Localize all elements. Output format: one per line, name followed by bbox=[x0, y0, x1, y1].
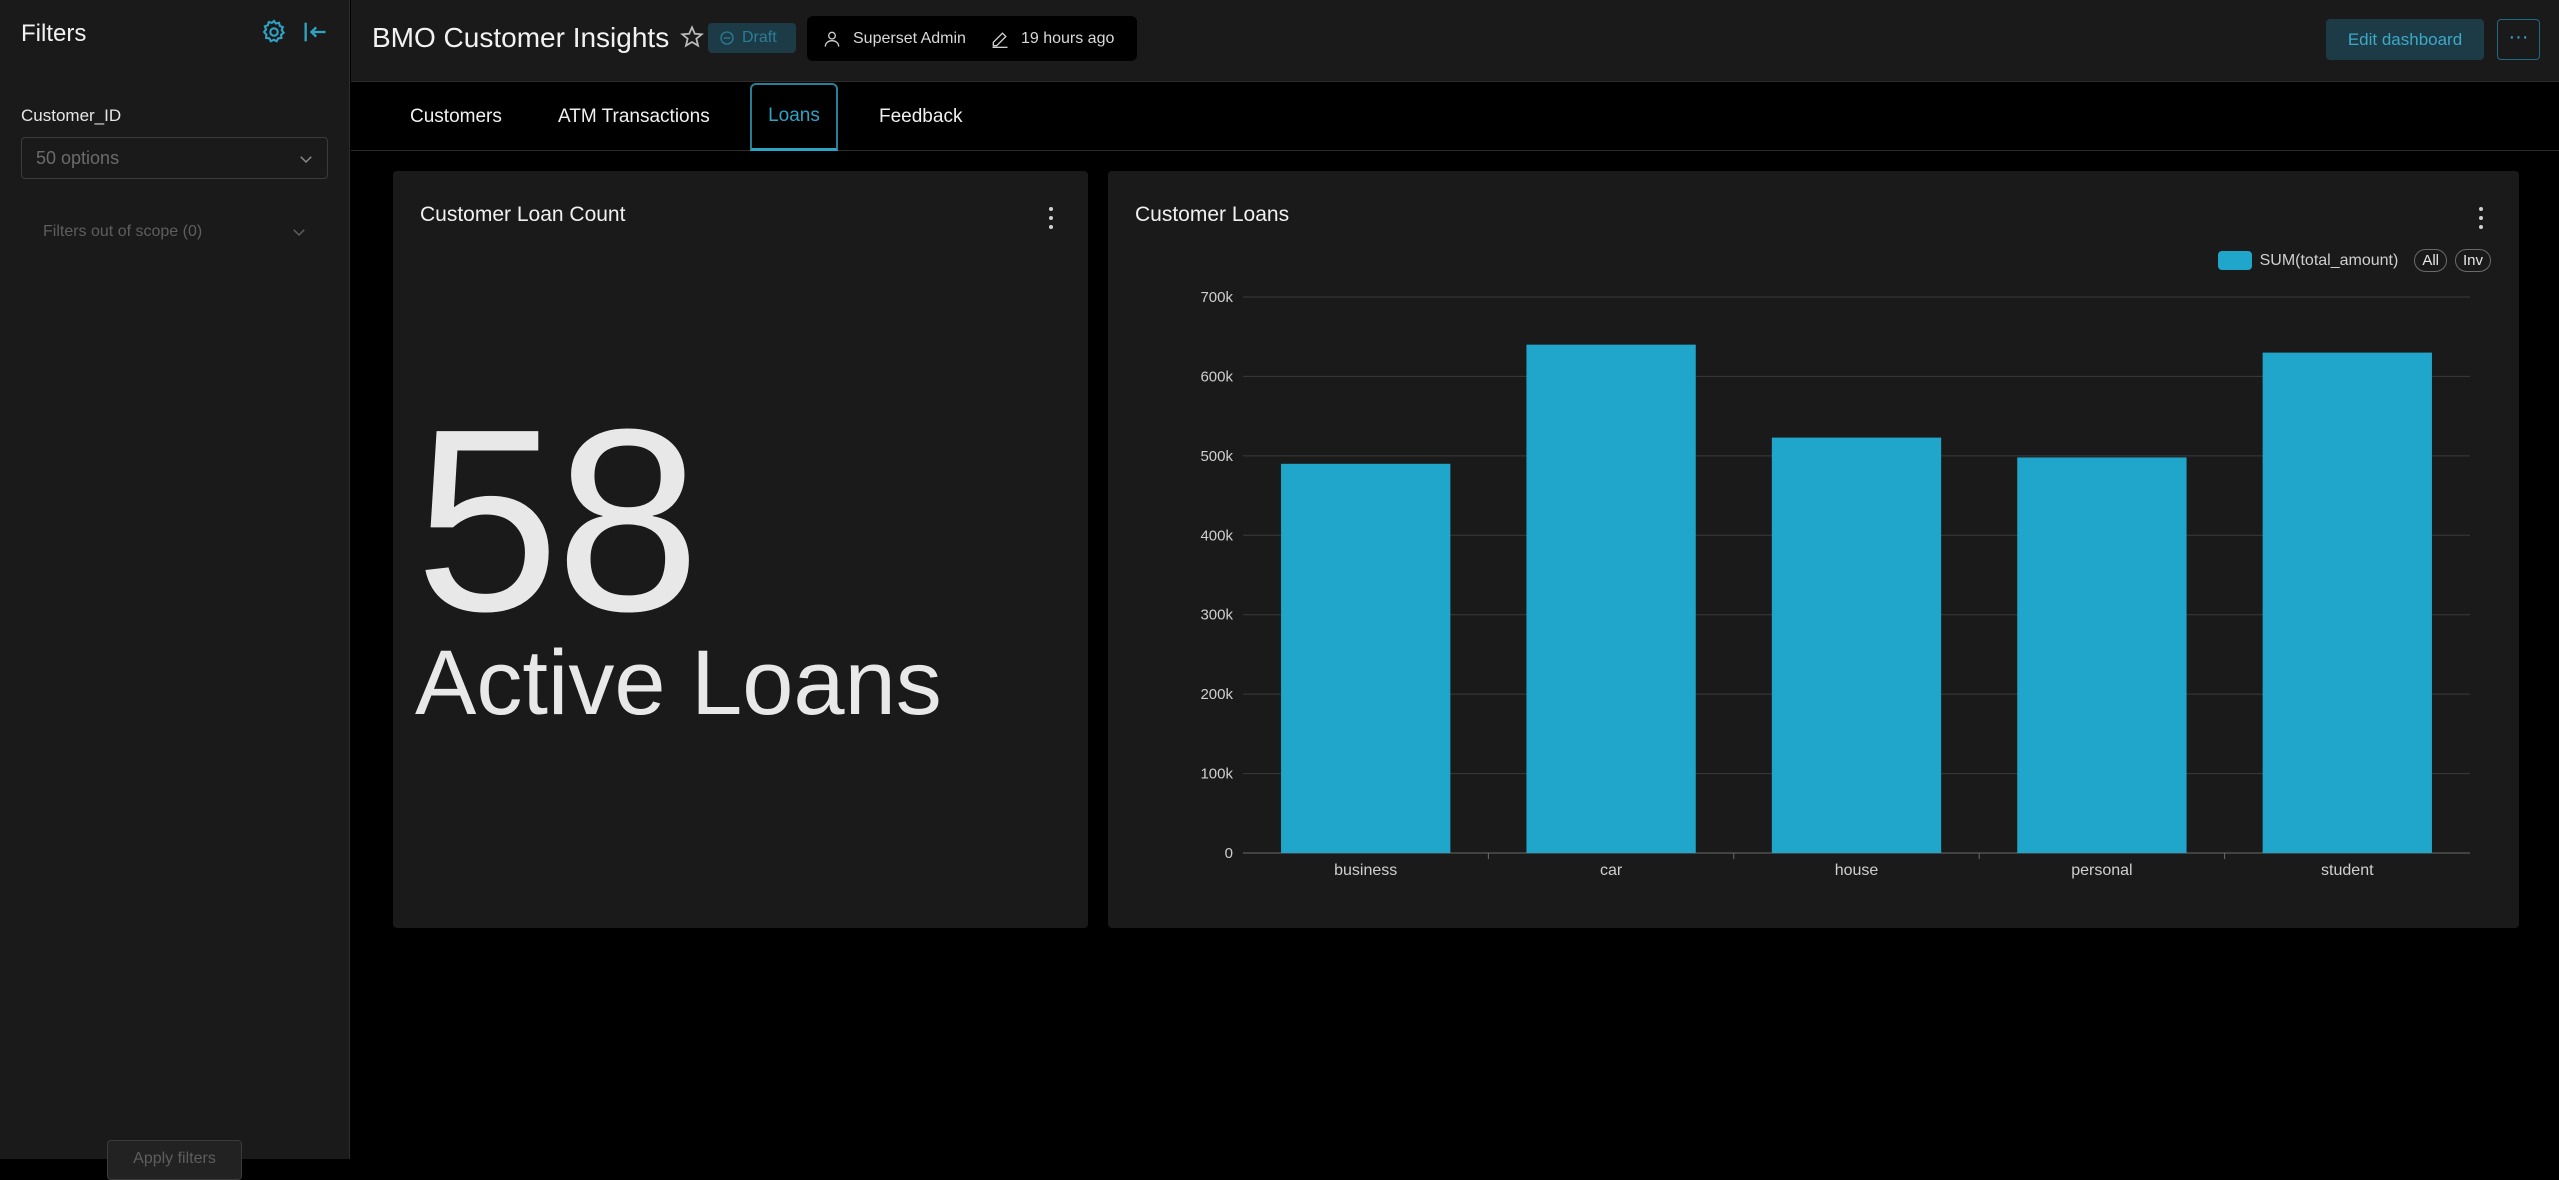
customer-loans-card: Customer Loans SUM(total_amount) All Inv… bbox=[1108, 171, 2519, 928]
y-tick-label: 200k bbox=[1200, 686, 1233, 703]
edit-pencil-icon bbox=[992, 31, 1008, 48]
customer-id-select[interactable]: 50 options bbox=[21, 137, 328, 179]
collapse-sidebar-icon[interactable] bbox=[301, 18, 329, 46]
draft-label: Draft bbox=[742, 29, 777, 46]
filter-placeholder: 50 options bbox=[36, 147, 120, 168]
draft-badge[interactable]: Draft bbox=[708, 23, 796, 53]
y-tick-label: 600k bbox=[1200, 368, 1233, 385]
bar-personal bbox=[2017, 457, 2187, 853]
chevron-down-icon bbox=[300, 156, 312, 164]
apply-filters-button[interactable]: Apply filters bbox=[107, 1140, 242, 1180]
big-number-value: 58 bbox=[415, 376, 700, 666]
tab-loans[interactable]: Loans bbox=[750, 83, 838, 151]
y-tick-label: 0 bbox=[1225, 845, 1233, 862]
card-title: Customer Loan Count bbox=[420, 203, 626, 226]
chevron-down-icon bbox=[293, 229, 305, 237]
modified-time: 19 hours ago bbox=[1020, 29, 1115, 47]
bar-chart: 0 100k 200k 300k 400k 500k 600k 700k business car… bbox=[1200, 289, 2470, 879]
x-tick-label: business bbox=[1334, 862, 1397, 879]
legend-select-all-button[interactable]: All bbox=[2414, 249, 2447, 272]
vertical-dots-icon[interactable] bbox=[1046, 205, 1056, 231]
x-tick-label: student bbox=[2321, 862, 2374, 879]
y-tick-label: 700k bbox=[1200, 289, 1233, 306]
sidebar-title: Filters bbox=[21, 20, 87, 47]
filter-label: Customer_ID bbox=[21, 106, 122, 125]
tab-atm-transactions[interactable]: ATM Transactions bbox=[558, 106, 710, 127]
x-tick-label: car bbox=[1600, 862, 1623, 879]
tab-feedback[interactable]: Feedback bbox=[879, 106, 963, 127]
bar-business bbox=[1281, 463, 1451, 853]
y-tick-label: 500k bbox=[1200, 448, 1233, 465]
user-icon bbox=[824, 31, 840, 47]
legend-swatch[interactable] bbox=[2217, 251, 2252, 270]
y-tick-label: 400k bbox=[1200, 527, 1233, 544]
dashboard-tabs: Customers ATM Transactions Loans Feedbac… bbox=[351, 83, 2559, 151]
tab-customers[interactable]: Customers bbox=[410, 106, 502, 127]
legend-series-label[interactable]: SUM(total_amount) bbox=[2259, 251, 2399, 269]
gear-icon[interactable] bbox=[260, 18, 288, 46]
vertical-dots-icon[interactable] bbox=[2476, 205, 2486, 231]
x-tick-label: house bbox=[1835, 862, 1879, 879]
chart-legend: SUM(total_amount) All Inv bbox=[2217, 249, 2491, 272]
big-number-subtitle: Active Loans bbox=[415, 632, 942, 734]
bar-student bbox=[2262, 352, 2432, 853]
dashboard-metadata: Superset Admin 19 hours ago bbox=[807, 16, 1137, 61]
legend-invert-button[interactable]: Inv bbox=[2454, 249, 2491, 272]
star-icon[interactable] bbox=[679, 24, 705, 50]
edit-dashboard-button[interactable]: Edit dashboard bbox=[2326, 19, 2484, 60]
card-title: Customer Loans bbox=[1135, 203, 1290, 226]
x-tick-label: personal bbox=[2071, 862, 2132, 879]
owner-name: Superset Admin bbox=[853, 29, 966, 47]
bar-car bbox=[1526, 344, 1696, 853]
y-tick-label: 100k bbox=[1200, 766, 1233, 783]
more-options-button[interactable]: ··· bbox=[2497, 19, 2540, 60]
out-of-scope-label: Filters out of scope (0) bbox=[43, 223, 203, 240]
dashboard-title[interactable]: BMO Customer Insights bbox=[372, 22, 670, 53]
dashboard-header: BMO Customer Insights Draft Superset Adm… bbox=[351, 0, 2559, 82]
filters-out-of-scope[interactable]: Filters out of scope (0) bbox=[43, 223, 308, 241]
filter-sidebar: Filters Customer_ID 50 options Filters o… bbox=[0, 0, 350, 1180]
bar-house bbox=[1771, 437, 1942, 853]
customer-loan-count-card: Customer Loan Count 58 Active Loans bbox=[393, 171, 1088, 928]
y-tick-label: 300k bbox=[1200, 607, 1233, 624]
minus-circle-icon bbox=[720, 31, 734, 45]
